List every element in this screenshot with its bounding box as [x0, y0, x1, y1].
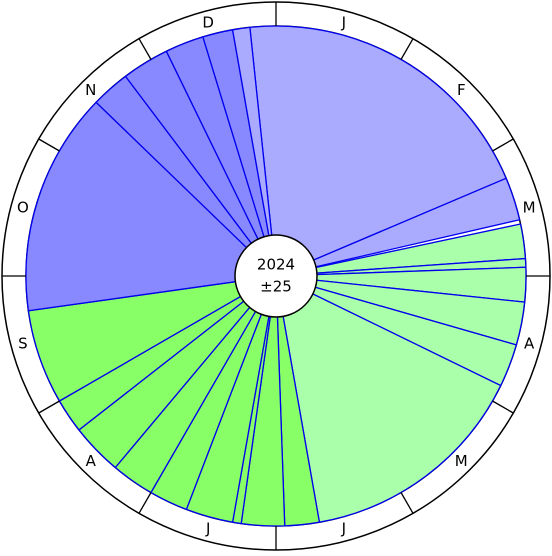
month-divider [138, 492, 152, 514]
wedge [275, 274, 502, 523]
wedge [249, 25, 507, 277]
center-range: ±25 [260, 278, 292, 296]
month-divider [38, 138, 60, 152]
wedge [231, 26, 277, 277]
month-divider [492, 400, 514, 414]
month-divider [138, 38, 152, 60]
center-hole [234, 234, 318, 318]
wedges [25, 25, 527, 527]
center-year: 2024 [257, 256, 295, 274]
month-label: M [523, 199, 536, 217]
month-label: N [85, 81, 96, 99]
month-label: J [341, 13, 346, 31]
month-divider [38, 400, 60, 414]
month-divider [492, 138, 514, 152]
month-label: J [341, 520, 346, 538]
month-label: M [455, 452, 468, 470]
month-divider [400, 492, 414, 514]
month-divider [400, 38, 414, 60]
month-label: J [205, 520, 210, 538]
month-label: O [17, 199, 29, 217]
month-label: A [524, 334, 535, 352]
month-label: S [18, 334, 28, 352]
wedge [275, 177, 521, 277]
wedge [25, 101, 278, 312]
month-label: D [202, 13, 214, 31]
month-label: A [86, 452, 97, 470]
month-label: F [457, 81, 466, 99]
